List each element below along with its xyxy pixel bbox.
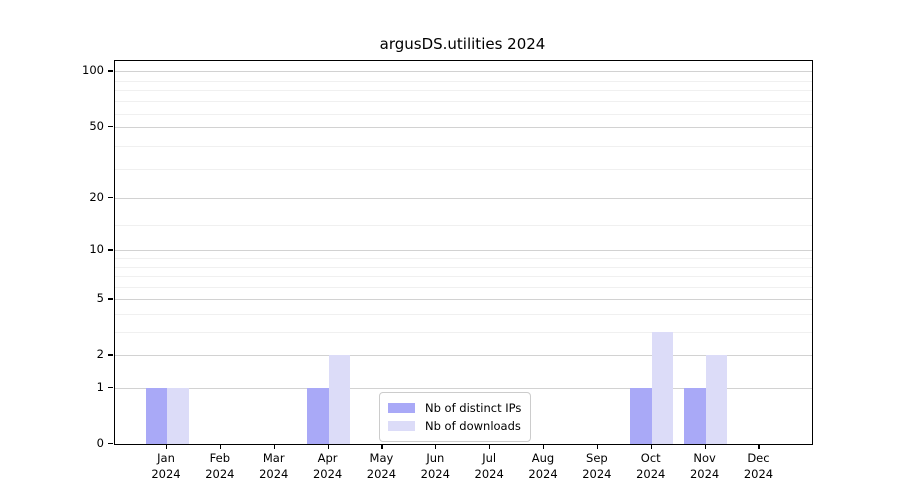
legend-item-distinct-ips: Nb of distinct IPs <box>388 400 521 416</box>
y-tick-label: 2 <box>96 347 104 362</box>
legend-label-downloads: Nb of downloads <box>425 419 521 433</box>
x-tick-label-apr: Apr 2024 <box>312 451 343 481</box>
bar-nb-of-downloads-oct <box>651 332 674 444</box>
x-tick-label-may: May 2024 <box>366 451 397 481</box>
y-tick-label: 0 <box>96 436 104 450</box>
gridline-minor <box>114 80 812 82</box>
gridline-major <box>114 250 812 252</box>
y-tick-label: 5 <box>96 291 104 306</box>
gridline-minor <box>114 332 812 334</box>
gridline-minor <box>114 266 812 268</box>
gridline-major <box>114 71 812 73</box>
legend-item-downloads: Nb of downloads <box>388 418 521 434</box>
gridline-minor <box>114 113 812 115</box>
plot-area <box>113 60 813 445</box>
bar-nb-of-downloads-jan <box>167 388 189 444</box>
y-tick-label: 50 <box>89 118 104 133</box>
legend-swatch-distinct-ips <box>388 403 415 413</box>
gridline-minor <box>114 314 812 316</box>
y-tick-mark <box>107 197 113 199</box>
gridline-minor <box>114 225 812 227</box>
gridline-minor <box>114 169 812 171</box>
gridline-major <box>114 388 812 390</box>
y-tick-label: 100 <box>82 63 104 78</box>
gridline-minor <box>114 101 812 103</box>
x-tick-mark <box>381 444 383 449</box>
gridline-minor <box>114 276 812 278</box>
legend-label-distinct-ips: Nb of distinct IPs <box>425 401 522 415</box>
gridline-major <box>114 198 812 200</box>
bar-nb-of-distinct-ips-nov <box>684 388 706 444</box>
y-tick-mark <box>107 387 113 389</box>
y-tick-mark <box>107 443 113 445</box>
x-tick-label-mar: Mar 2024 <box>259 451 289 481</box>
gridline-minor <box>114 90 812 92</box>
y-tick-label: 10 <box>89 242 104 257</box>
bar-nb-of-distinct-ips-apr <box>307 388 329 444</box>
x-tick-mark <box>219 444 222 449</box>
y-tick-label: 20 <box>89 190 104 205</box>
x-tick-label-aug: Aug 2024 <box>528 451 558 481</box>
x-tick-mark <box>758 444 760 449</box>
legend: Nb of distinct IPs Nb of downloads <box>379 392 532 442</box>
y-tick-mark <box>107 125 113 127</box>
x-tick-label-jan: Jan 2024 <box>151 451 181 481</box>
y-tick-mark <box>107 249 113 251</box>
x-tick-mark <box>489 444 491 449</box>
gridline-minor <box>114 286 812 288</box>
x-tick-mark <box>704 444 706 449</box>
x-tick-label-jul: Jul 2024 <box>474 451 504 481</box>
y-tick-mark <box>107 354 113 356</box>
x-tick-label-nov: Nov 2024 <box>689 451 720 481</box>
x-tick-mark <box>596 444 599 449</box>
chart-title: argusDS.utilities 2024 <box>379 35 546 53</box>
x-tick-mark <box>166 444 168 449</box>
x-tick-mark <box>273 444 275 449</box>
y-tick-mark <box>107 298 113 300</box>
x-tick-label-feb: Feb 2024 <box>205 451 235 481</box>
bar-nb-of-downloads-nov <box>705 355 728 444</box>
y-tick-label: 1 <box>96 380 104 395</box>
gridline-major <box>114 126 812 128</box>
x-tick-mark <box>327 444 329 449</box>
gridline-major <box>114 355 812 357</box>
x-tick-label-oct: Oct 2024 <box>636 451 666 481</box>
x-tick-mark <box>650 444 652 449</box>
gridline-minor <box>114 146 812 148</box>
x-tick-label-sep: Sep 2024 <box>582 451 612 481</box>
x-tick-mark <box>435 444 437 449</box>
gridline-minor <box>114 258 812 260</box>
bar-nb-of-distinct-ips-oct <box>630 388 652 444</box>
x-tick-label-dec: Dec 2024 <box>743 451 774 481</box>
x-tick-label-jun: Jun 2024 <box>420 451 450 481</box>
gridline-major <box>114 299 812 301</box>
bar-nb-of-downloads-apr <box>328 355 351 444</box>
x-tick-mark <box>543 444 545 449</box>
legend-swatch-downloads <box>388 421 415 431</box>
y-tick-mark <box>107 70 113 72</box>
bar-nb-of-distinct-ips-jan <box>145 388 167 444</box>
